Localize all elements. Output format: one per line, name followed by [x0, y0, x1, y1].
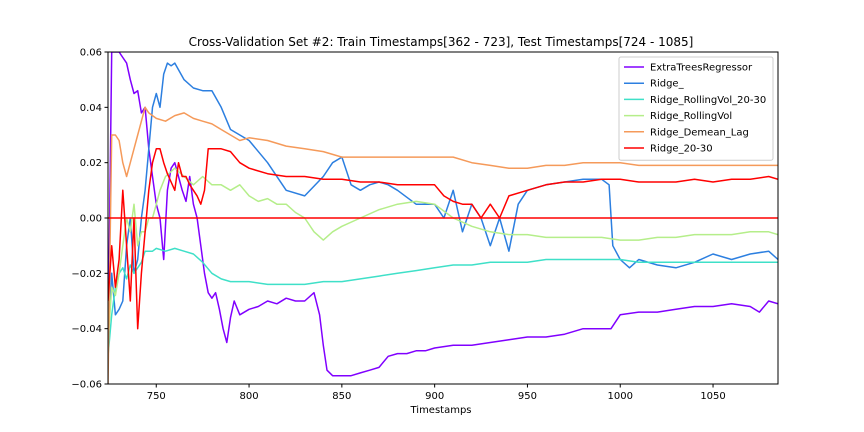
legend-label: Ridge_20-30 — [650, 144, 713, 155]
series-lines — [108, 52, 778, 384]
x-tick-label: 950 — [518, 391, 537, 402]
y-tick-label: −0.04 — [71, 324, 102, 335]
series-line-3 — [108, 167, 778, 343]
legend-box — [618, 56, 774, 161]
legend: ExtraTreesRegressor Ridge_ Ridge_RollingVo… — [618, 56, 774, 161]
legend-label: Ridge_RollingVol — [650, 111, 732, 122]
legend-label: ExtraTreesRegressor — [650, 63, 753, 74]
series-line-1 — [108, 62, 778, 343]
plot-area: 750 800 850 900 950 1000 1050 −0.06 −0.04 −0.02 0.… — [71, 48, 779, 402]
x-tick-label: 900 — [425, 391, 444, 402]
x-tick-label: 1000 — [608, 391, 633, 402]
legend-label: Ridge_Demean_Lag — [650, 127, 749, 138]
x-axis-label: Timestamps — [409, 405, 471, 416]
x-tick-label: 750 — [147, 391, 166, 402]
y-tick-label: −0.02 — [71, 269, 102, 280]
chart-title: Cross-Validation Set #2: Train Timestamp… — [189, 35, 694, 49]
legend-label: Ridge_ — [650, 79, 685, 90]
series-line-5 — [108, 148, 778, 330]
x-tick-label: 1050 — [700, 391, 725, 402]
y-tick-label: 0.04 — [80, 103, 102, 114]
series-line-0 — [108, 52, 778, 377]
legend-label: Ridge_RollingVol_20-30 — [650, 95, 766, 106]
x-tick-label: 850 — [332, 391, 351, 402]
y-tick-label: 0.06 — [80, 48, 102, 59]
y-tick-label: −0.06 — [71, 380, 102, 391]
x-tick-label: 800 — [240, 391, 259, 402]
y-tick-label: 0.00 — [80, 214, 102, 225]
series-line-4 — [108, 106, 778, 384]
y-tick-label: 0.02 — [80, 158, 102, 169]
series-line-2 — [108, 247, 778, 357]
